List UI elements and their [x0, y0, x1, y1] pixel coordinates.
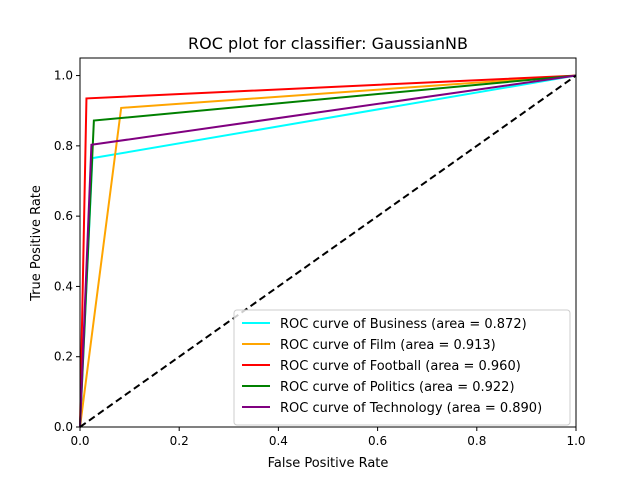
legend-entry: ROC curve of Business (area = 0.872) — [280, 317, 527, 332]
legend-entry: ROC curve of Technology (area = 0.890) — [280, 401, 542, 416]
y-axis-label: True Positive Rate — [29, 185, 44, 302]
x-tick-label: 0.4 — [269, 434, 288, 448]
y-tick-label: 0.8 — [54, 139, 73, 153]
roc-curve-2 — [79, 74, 577, 428]
x-axis-label: False Positive Rate — [268, 456, 389, 471]
y-tick-label: 0.4 — [54, 279, 73, 293]
x-tick-label: 1.0 — [566, 434, 585, 448]
plot-area — [79, 74, 577, 428]
legend: ROC curve of Business (area = 0.872) ROC … — [233, 309, 571, 426]
y-axis-ticks: 0.0 0.2 0.4 0.6 0.8 1.0 — [54, 69, 80, 434]
roc-curve-5 — [79, 74, 577, 428]
x-tick-label: 0.8 — [467, 434, 486, 448]
x-tick-label: 0.6 — [368, 434, 387, 448]
legend-entry: ROC curve of Film (area = 0.913) — [280, 338, 496, 353]
chart-title: ROC plot for classifier: GaussianNB — [188, 34, 468, 53]
x-tick-label: 0.2 — [170, 434, 189, 448]
chance-line — [79, 74, 577, 428]
x-tick-label: 0.0 — [70, 434, 89, 448]
y-tick-label: 0.6 — [54, 209, 73, 223]
x-axis-ticks: 0.0 0.2 0.4 0.6 0.8 1.0 — [70, 427, 586, 448]
legend-box — [233, 309, 571, 426]
legend-entry: ROC curve of Politics (area = 0.922) — [280, 380, 515, 395]
y-tick-label: 1.0 — [54, 69, 73, 83]
legend-entry: ROC curve of Football (area = 0.960) — [280, 359, 521, 374]
y-tick-label: 0.2 — [54, 350, 73, 364]
roc-curve-3 — [79, 74, 577, 428]
y-tick-label: 0.0 — [54, 420, 73, 434]
plot-frame — [79, 57, 577, 428]
